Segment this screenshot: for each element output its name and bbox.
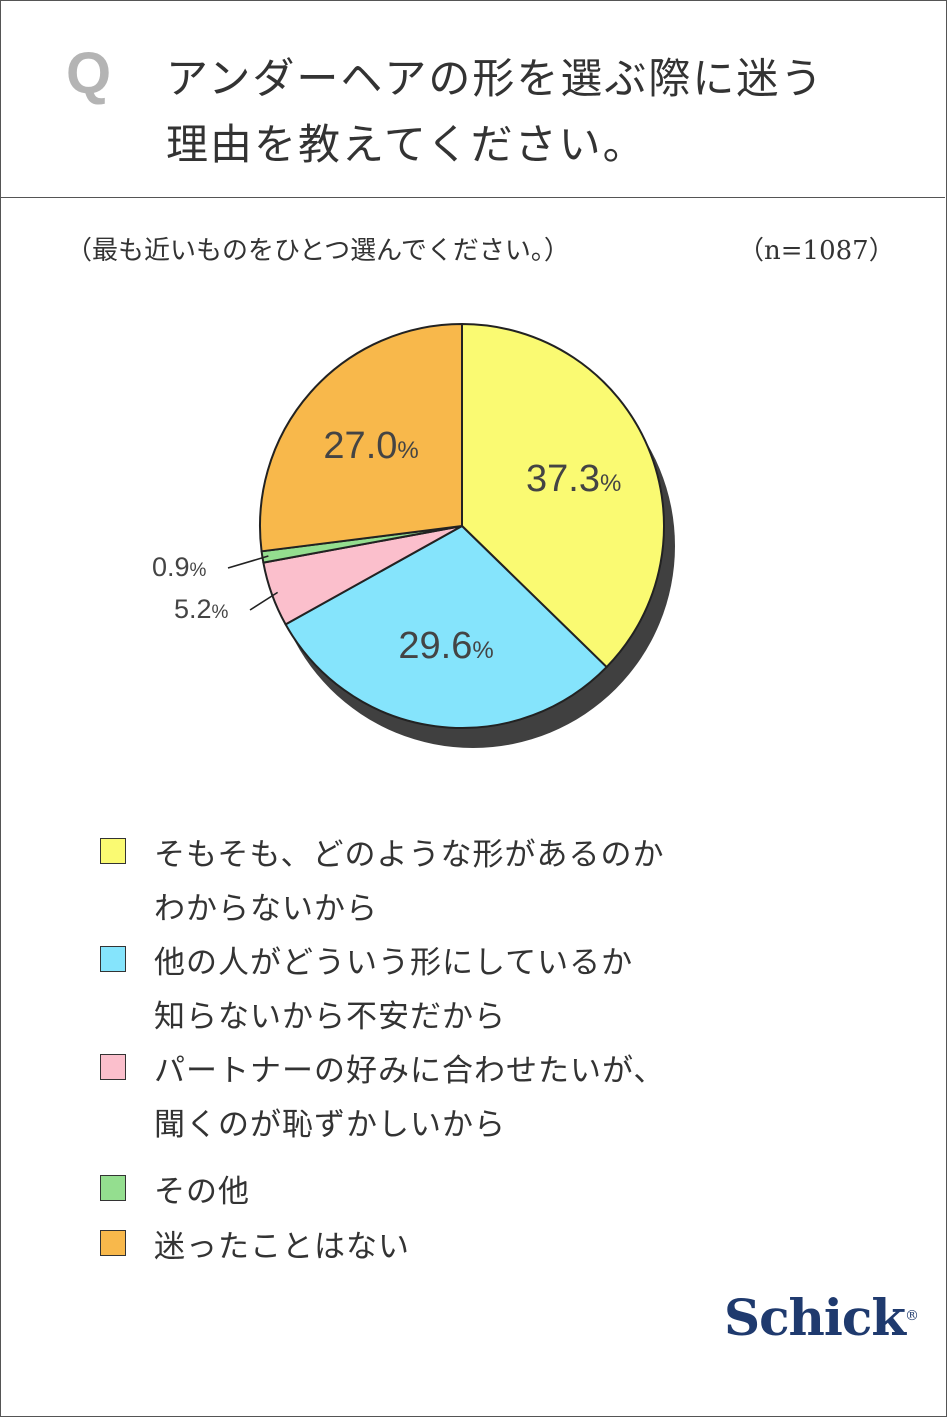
legend-swatch [100, 838, 126, 864]
legend-label-line: わからないから [154, 891, 378, 927]
legend-item: そもそも、どのような形があるのか わからないから [100, 828, 664, 936]
legend-label-line: 他の人がどういう形にしているか [154, 945, 634, 981]
legend-label-line: そもそも、どのような形があるのか [154, 837, 665, 873]
registered-mark: ® [905, 1308, 919, 1324]
leader-line [249, 591, 279, 611]
sample-size: （n=1087） [738, 236, 895, 266]
instruction-text: （最も近いものをひとつ選んでください。） [66, 236, 570, 266]
slice-value-label: 0.9% [152, 552, 207, 582]
legend-label: その他 [154, 1165, 250, 1219]
slice-value-label: 27.0% [323, 425, 418, 467]
pie-slice [461, 323, 665, 669]
legend-item: 迷ったことはない [100, 1220, 410, 1274]
legend-label-line: その他 [154, 1174, 250, 1210]
question-header: Q アンダーヘアの形を選ぶ際に迷う 理由を教えてください。 [0, 0, 945, 198]
legend-swatch [100, 1175, 126, 1201]
logo-text: Schick [724, 1288, 906, 1347]
pie-chart: 37.3% 29.6% 27.0% 0.9% 5.2% [152, 323, 675, 748]
legend-item: 他の人がどういう形にしているか 知らないから不安だから [100, 936, 633, 1044]
question-line-1: アンダーヘアの形を選ぶ際に迷う [166, 54, 825, 103]
legend-item: その他 [100, 1165, 250, 1219]
schick-logo: Schick® [724, 1288, 919, 1347]
slice-value-label: 5.2% [174, 594, 229, 624]
legend-label-line: パートナーの好みに合わせたいが、 [154, 1053, 666, 1089]
pie-slice [284, 525, 608, 729]
legend-swatch [100, 946, 126, 972]
slice-value-label: 29.6% [398, 625, 493, 667]
legend-label: 他の人がどういう形にしているか 知らないから不安だから [154, 936, 633, 1044]
legend-label-line: 聞くのが恥ずかしいから [154, 1107, 506, 1143]
legend-swatch [100, 1054, 126, 1080]
legend-label: パートナーの好みに合わせたいが、 聞くのが恥ずかしいから [154, 1044, 665, 1152]
legend-label-line: 知らないから不安だから [154, 999, 506, 1035]
legend-swatch [100, 1230, 126, 1256]
leader-line [227, 555, 269, 569]
legend-label: 迷ったことはない [154, 1220, 410, 1274]
legend-label-line: 迷ったことはない [154, 1229, 410, 1265]
question-title: アンダーヘアの形を選ぶ際に迷う 理由を教えてください。 [166, 46, 886, 178]
pie-slice [259, 323, 463, 553]
question-line-2: 理由を教えてください。 [166, 120, 647, 169]
legend-label: そもそも、どのような形があるのか わからないから [154, 828, 664, 936]
question-mark: Q [66, 41, 112, 106]
legend-item: パートナーの好みに合わせたいが、 聞くのが恥ずかしいから [100, 1044, 665, 1152]
slice-value-label: 37.3% [526, 458, 621, 500]
